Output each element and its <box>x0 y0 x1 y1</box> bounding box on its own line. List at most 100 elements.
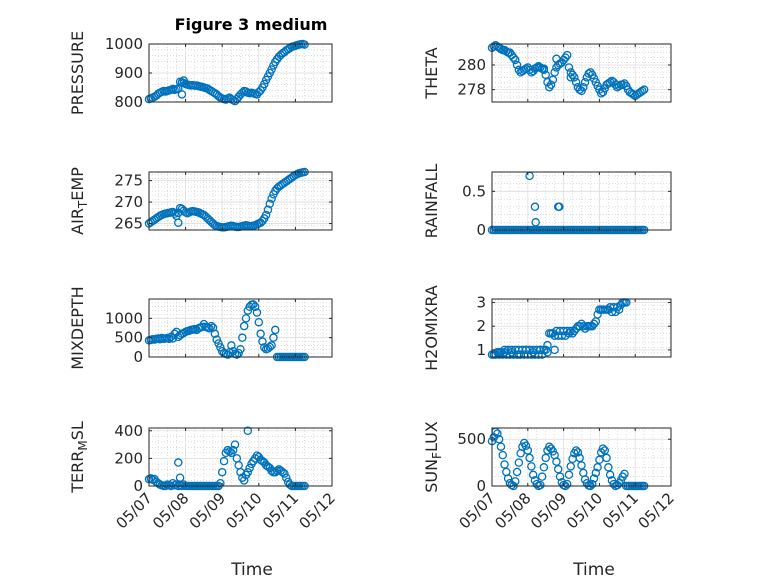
data-point <box>267 341 276 350</box>
data-point <box>638 86 647 96</box>
data-point <box>493 429 502 438</box>
data-point <box>280 469 289 478</box>
y-axis-label-main: H2OMIXRA <box>422 285 441 371</box>
data-point <box>531 218 540 227</box>
data-point <box>498 450 507 460</box>
data-point <box>503 474 513 483</box>
data-point <box>243 426 253 436</box>
data-point <box>580 78 590 87</box>
data-point <box>598 444 608 453</box>
y-tick-label: 1 <box>476 341 486 359</box>
data-point <box>263 205 273 215</box>
data-point <box>241 314 251 323</box>
data-point <box>564 329 574 338</box>
data-point <box>175 473 185 482</box>
data-point <box>555 472 565 481</box>
y-tick-label: 278 <box>457 81 486 99</box>
data-point <box>614 305 624 314</box>
plot-area <box>492 172 671 230</box>
data-point <box>261 210 271 220</box>
data-point <box>216 478 225 488</box>
y-axis-label: THETA <box>422 47 441 99</box>
data-point <box>267 65 276 74</box>
data-point <box>534 350 543 359</box>
data-point <box>238 333 247 342</box>
data-point <box>521 441 531 451</box>
data-point <box>496 44 506 54</box>
data-point <box>272 466 282 476</box>
y-axis-label: H2OMIXRA <box>422 285 441 371</box>
data-point <box>227 341 236 350</box>
data-point <box>281 473 291 482</box>
data-point <box>509 53 518 62</box>
data-point <box>570 73 579 82</box>
data-point <box>620 79 629 88</box>
data-point <box>205 324 214 333</box>
data-point <box>573 448 583 457</box>
data-point <box>514 350 524 359</box>
y-axis-label-main: AIR <box>68 208 87 235</box>
data-point <box>550 345 559 355</box>
data-point <box>523 446 533 455</box>
data-point <box>568 70 577 80</box>
data-point <box>164 334 174 344</box>
y-tick-label: 0 <box>476 221 486 239</box>
data-point <box>212 335 221 344</box>
data-point <box>250 302 260 311</box>
data-point <box>579 82 588 92</box>
y-tick-label: 1000 <box>105 309 143 327</box>
data-point <box>260 79 269 89</box>
y-axis-label-main: PRESSURE <box>68 31 87 115</box>
data-point <box>566 462 576 471</box>
y-tick-label: 0 <box>133 477 143 495</box>
data-point <box>216 343 225 352</box>
data-point <box>500 460 509 469</box>
data-point <box>629 90 638 99</box>
y-axis-label-subscript: F <box>430 452 444 459</box>
data-point <box>546 80 556 89</box>
data-point <box>528 470 538 480</box>
data-point <box>267 194 276 203</box>
data-point <box>530 202 540 212</box>
data-point <box>512 467 522 477</box>
data-point <box>507 348 516 357</box>
y-axis-label-main: THETA <box>422 47 441 99</box>
y-axis-label-tail: LUX <box>422 421 441 452</box>
data-point <box>249 300 258 309</box>
subplot-h2omixra: 1 2 3 H2OMIXRA <box>422 285 672 371</box>
data-point <box>511 477 520 486</box>
data-point <box>210 329 220 339</box>
data-point <box>219 456 229 466</box>
data-point <box>225 447 234 456</box>
y-axis-label: AIRTEMP <box>68 167 90 235</box>
y-axis-label-main: SUN <box>422 459 441 493</box>
subplot-theta: 278 280 THETA <box>422 40 672 103</box>
data-point <box>269 333 278 342</box>
axes-box <box>148 298 333 358</box>
data-point <box>552 54 561 64</box>
axes-box <box>491 171 672 231</box>
data-point <box>243 467 253 477</box>
y-tick-label: 280 <box>457 56 486 74</box>
subplot-pressure: 800 900 1000 PRESSURE <box>68 31 333 115</box>
data-point <box>230 440 240 449</box>
axes-box <box>491 43 672 103</box>
data-point <box>593 463 602 472</box>
data-point <box>254 317 264 327</box>
y-axis-label: MIXDEPTH <box>68 286 87 369</box>
data-point <box>174 218 183 227</box>
data-point <box>489 42 499 51</box>
data-point <box>214 339 223 348</box>
data-point <box>525 453 534 463</box>
data-point <box>564 470 574 480</box>
data-point <box>239 321 249 331</box>
data-point <box>557 331 567 340</box>
data-point <box>591 468 601 478</box>
y-tick-label: 270 <box>114 193 143 211</box>
data-point <box>607 307 617 317</box>
axes-box <box>148 171 333 231</box>
y-tick-label: 500 <box>457 430 486 448</box>
y-tick-label: 900 <box>114 64 143 82</box>
axes-box <box>491 298 672 358</box>
data-point <box>532 479 542 489</box>
